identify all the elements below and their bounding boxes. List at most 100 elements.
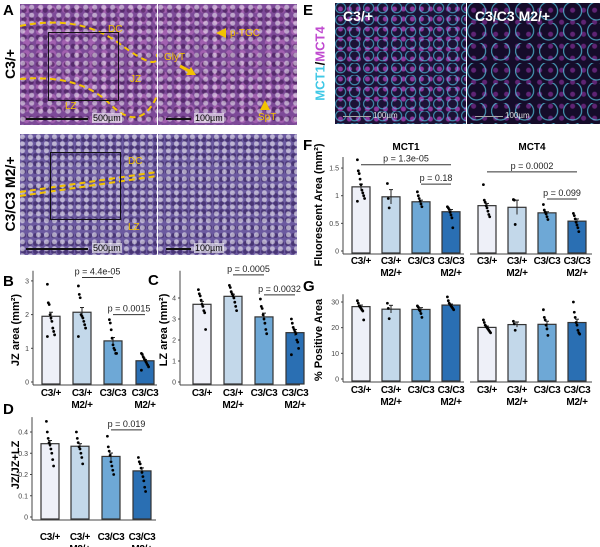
data-point [542,308,545,312]
data-point [572,211,575,215]
data-point [448,210,452,214]
bar [411,201,431,254]
data-point [76,441,80,445]
data-point [482,321,486,324]
data-point [235,309,239,312]
p-value-label: p = 1.3e-05 [383,154,429,164]
data-point [109,328,113,332]
label-lz: LZ [65,101,77,112]
data-point [356,158,359,162]
data-point [447,208,451,211]
data-point [84,326,87,330]
data-point [546,333,550,337]
data-point [106,434,109,438]
data-point [147,365,151,369]
data-point [140,470,144,474]
data-point [359,183,363,187]
data-point [451,226,455,230]
x-tick-label: C3/C3 [132,388,160,399]
data-point [139,466,143,470]
p-value-label: p = 4.4e-05 [75,267,121,277]
bar [40,443,60,520]
scale-bar [166,118,191,120]
scale-label: 100µm [373,111,398,120]
data-point [51,458,55,462]
x-tick-label: C3/C3 [438,256,466,267]
scale-bar [26,118,88,120]
data-point [489,331,492,335]
zoom-region-box [50,152,121,220]
data-point [572,310,576,314]
data-point [262,317,266,321]
x-tick-label: C3/C3 [564,256,592,267]
p-value-label: p = 0.0002 [511,161,554,171]
x-tick-label: M2/+ [284,400,306,411]
x-tick-label: C3/+ [477,256,498,267]
data-point [357,172,361,175]
data-point [545,327,549,331]
y-tick-label: 2 [172,338,176,345]
y-tick-label: 0.1 [18,493,28,500]
facet-title: MCT1 [392,142,420,153]
data-point [543,318,547,322]
y-tick-label: 30 [331,299,339,306]
x-tick-label: C3/C3 [251,388,279,399]
data-point [486,209,490,213]
data-point [75,436,79,440]
data-point [53,333,56,337]
data-point [572,300,575,304]
panel-label-b: B [3,273,14,290]
data-point [416,305,420,309]
bar [254,316,274,385]
data-point [141,475,145,479]
y-tick-label: 0 [335,249,339,256]
x-tick-label: M2/+ [440,397,462,408]
data-point [108,453,112,457]
label-dc: DC [128,156,143,167]
chart-d: 00.10.20.30.4JZ/JZ+LZC3/+C3/+M2/+C3/C3C3… [10,417,156,547]
data-point [452,308,456,312]
y-tick-label: 0 [25,380,29,387]
bar [381,308,401,382]
data-point [417,197,421,200]
scale-label: 100µm [194,113,224,123]
micrograph-c3-high-mag: p-TGC GlyT SpT 100µm [158,4,297,125]
data-point [294,332,298,336]
data-point [79,451,83,455]
data-point [52,464,55,468]
data-point [137,456,140,459]
data-point [204,328,208,331]
data-point [48,443,52,447]
y-axis-label: JZ/JZ+LZ [10,440,22,489]
data-point [203,311,207,315]
data-point [50,319,54,323]
data-point [485,206,489,210]
y-tick-label: 10 [331,351,339,358]
data-point [356,301,360,305]
data-point [513,328,517,332]
x-tick-label: C3/C3 [100,388,128,399]
y-tick-label: 20 [331,325,339,332]
data-point [488,215,492,219]
arrowhead-up-icon [260,100,270,110]
data-point [259,297,262,301]
x-tick-label: M2/+ [222,400,244,411]
x-tick-label: C3/+ [72,388,93,399]
x-tick-label: M2/+ [440,268,462,279]
data-point [293,330,297,333]
x-tick-label: C3/C3 [408,385,436,396]
data-point [577,230,581,234]
y-tick-label: 0 [172,380,176,387]
x-tick-label: M2/+ [566,397,588,408]
arrows [179,28,270,110]
data-point [45,430,49,434]
micrograph-c3c3-m2-low-mag: DC LZ 500µm [20,134,157,255]
data-point [81,462,85,466]
data-point [142,479,146,483]
data-point [446,295,449,299]
data-point [49,316,53,320]
data-point [263,321,267,325]
data-point [144,490,148,493]
data-point [110,336,114,340]
